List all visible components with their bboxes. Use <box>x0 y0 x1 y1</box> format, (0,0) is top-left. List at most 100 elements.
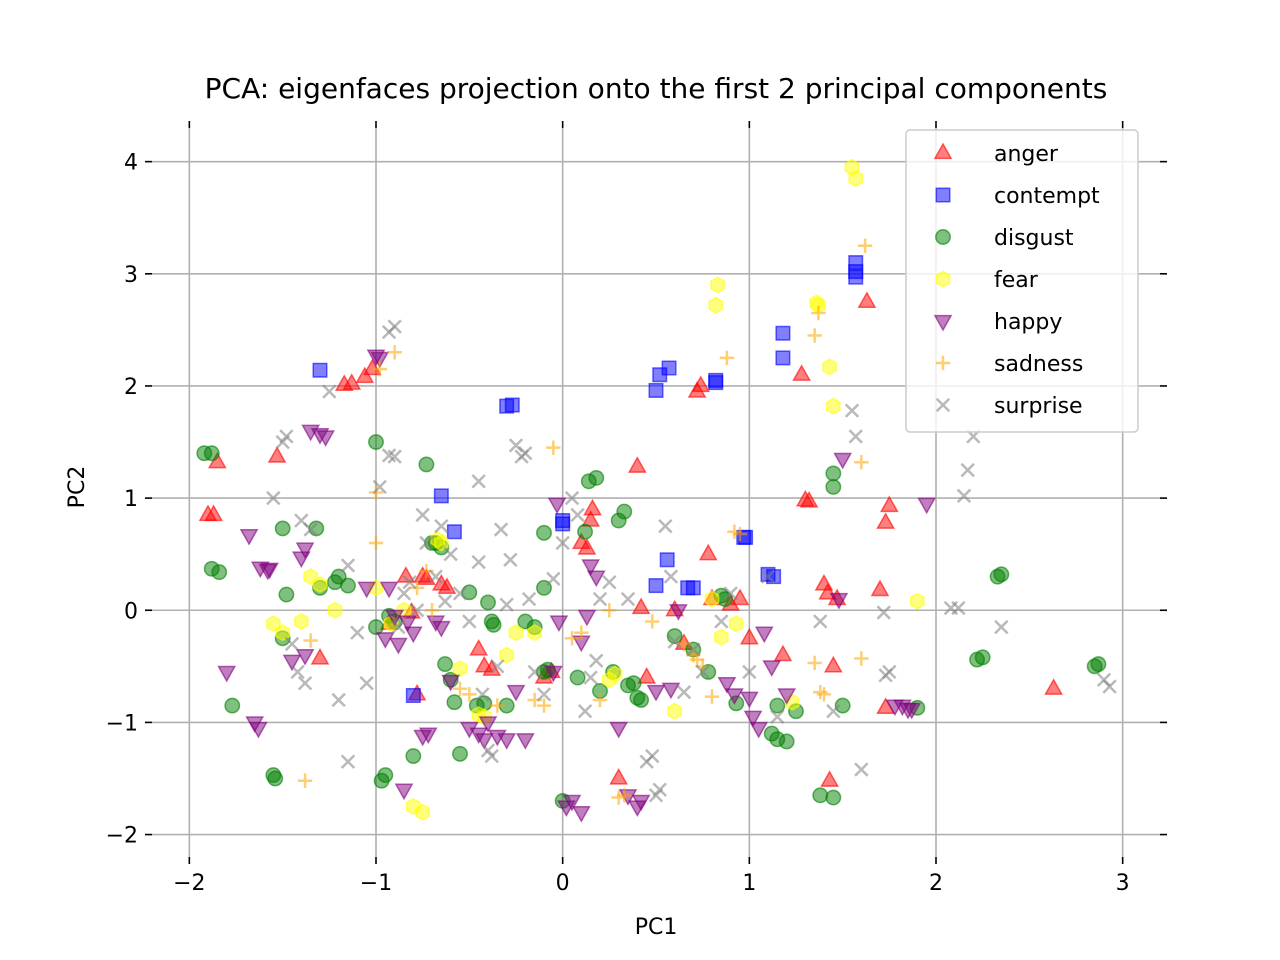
point-surprise <box>428 569 443 584</box>
point-surprise <box>350 625 365 640</box>
point-sadness <box>645 614 660 629</box>
point-disgust <box>825 465 842 482</box>
point-fear <box>728 615 744 633</box>
point-disgust <box>633 692 650 708</box>
legend-label-sadness: sadness <box>994 352 1083 377</box>
point-disgust <box>577 523 594 540</box>
point-surprise <box>266 490 281 506</box>
point-happy <box>661 682 681 700</box>
point-disgust <box>446 694 463 711</box>
point-surprise <box>536 687 552 702</box>
point-fear <box>433 534 449 552</box>
point-fear <box>312 575 328 593</box>
point-disgust <box>993 566 1010 583</box>
point-contempt <box>555 516 571 532</box>
point-sadness <box>303 633 318 648</box>
point-anger <box>204 504 223 522</box>
point-happy <box>506 684 526 702</box>
point-surprise <box>387 319 402 334</box>
point-surprise <box>667 634 682 649</box>
point-anger <box>627 456 647 473</box>
point-sadness <box>617 788 632 803</box>
point-sadness <box>704 689 720 704</box>
point-contempt <box>775 350 791 366</box>
point-happy <box>418 727 438 745</box>
legend: anger contempt disgust fear happy sadness surp… <box>905 129 1139 433</box>
point-anger <box>437 577 457 594</box>
legend-label-surprise: surprise <box>994 394 1083 419</box>
x-tick-label: −1 <box>360 871 392 896</box>
point-surprise <box>396 586 412 601</box>
legend-marker-disgust <box>935 229 951 245</box>
point-happy <box>389 637 408 655</box>
point-contempt <box>648 578 664 594</box>
point-surprise <box>499 597 514 612</box>
point-anger <box>820 770 839 787</box>
point-happy <box>431 620 451 638</box>
legend-marker-fear <box>935 270 951 288</box>
point-happy <box>474 733 494 750</box>
y-tick-label: −1 <box>106 711 138 736</box>
point-anger <box>310 647 330 665</box>
point-surprise <box>303 522 318 537</box>
series-fear <box>265 158 925 821</box>
point-fear <box>607 665 623 683</box>
point-surprise <box>290 664 305 680</box>
point-surprise <box>387 449 402 464</box>
point-contempt <box>433 488 449 504</box>
point-sadness <box>546 440 561 455</box>
point-disgust <box>778 733 795 750</box>
point-surprise <box>848 429 863 444</box>
point-fear <box>704 590 720 608</box>
point-surprise <box>854 762 869 777</box>
point-disgust <box>588 469 605 486</box>
point-happy <box>725 688 744 705</box>
point-surprise <box>723 586 738 601</box>
legend-frame <box>905 129 1139 433</box>
point-surprise <box>645 748 660 764</box>
point-happy <box>249 721 268 739</box>
point-anger <box>698 543 718 561</box>
point-happy <box>754 626 774 644</box>
point-sadness <box>807 655 822 671</box>
point-surprise <box>402 575 417 590</box>
point-sadness <box>732 526 748 542</box>
point-happy <box>357 581 377 599</box>
point-surprise <box>372 479 387 495</box>
point-disgust <box>812 787 829 804</box>
point-fear <box>708 296 724 314</box>
point-disgust <box>625 675 642 692</box>
point-surprise <box>409 603 425 618</box>
y-tick-label: 1 <box>124 487 138 512</box>
y-tick-label: 3 <box>124 263 138 288</box>
point-fear <box>327 601 343 619</box>
point-surprise <box>589 653 604 668</box>
point-surprise <box>1102 679 1117 694</box>
point-sadness <box>574 625 589 640</box>
point-surprise <box>419 535 434 551</box>
point-disgust <box>340 577 356 594</box>
point-happy <box>577 609 597 627</box>
point-contempt <box>848 269 864 285</box>
point-happy <box>282 654 302 672</box>
point-anger <box>799 490 819 508</box>
point-happy <box>777 688 797 705</box>
point-sadness <box>490 698 505 713</box>
point-anger <box>396 566 416 583</box>
point-anger <box>631 597 651 615</box>
point-happy <box>586 570 606 588</box>
point-disgust <box>377 767 394 784</box>
point-happy <box>370 351 390 369</box>
point-sadness <box>857 238 873 253</box>
point-contempt <box>775 325 791 341</box>
point-anger <box>581 510 601 527</box>
point-disgust <box>368 434 384 450</box>
point-surprise <box>340 558 356 573</box>
point-happy <box>571 805 591 823</box>
point-surprise <box>322 384 337 399</box>
point-surprise <box>297 675 313 691</box>
point-anger <box>773 644 793 662</box>
point-sadness <box>462 687 477 702</box>
point-happy <box>562 794 582 812</box>
point-surprise <box>602 575 617 590</box>
